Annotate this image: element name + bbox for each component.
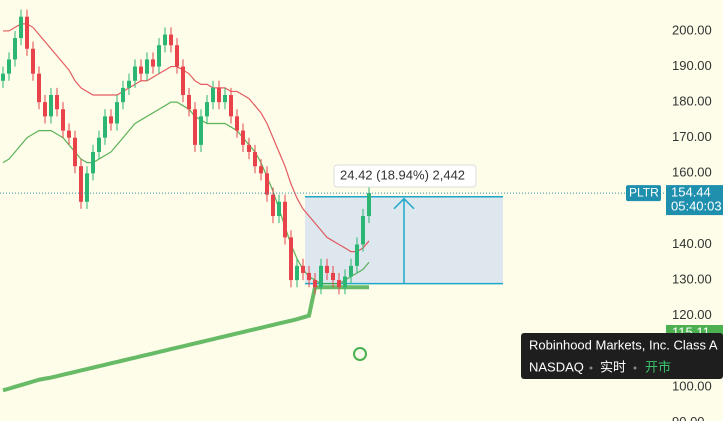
candle-body	[181, 66, 185, 96]
candle-body	[307, 272, 311, 281]
candle-body	[73, 137, 77, 167]
candle-body	[133, 66, 137, 81]
candle-body	[187, 95, 191, 110]
candle-body	[277, 201, 281, 217]
y-tick-label: 190.00	[672, 58, 712, 73]
candle-body	[337, 280, 341, 288]
tooltip-status: 开市	[645, 359, 671, 374]
candle-body	[7, 59, 11, 74]
candle-body	[91, 151, 95, 174]
y-tick-label: 140.00	[672, 236, 712, 251]
candle-body	[241, 130, 245, 145]
countdown: 05:40:03	[671, 199, 722, 214]
candle-body	[343, 276, 347, 288]
candle-body	[235, 116, 239, 131]
candle-body	[229, 95, 233, 117]
candle-body	[217, 87, 221, 103]
candle-body	[85, 173, 89, 202]
y-tick-label: 90.00	[672, 414, 705, 421]
candle-body	[151, 59, 155, 67]
candle-body	[289, 237, 293, 281]
indicator-line	[2, 285, 369, 393]
candle-body	[301, 265, 305, 273]
candle-body	[283, 201, 287, 238]
candle-body	[163, 34, 167, 46]
tooltip-exchange: NASDAQ	[529, 359, 584, 374]
candle-body	[157, 45, 161, 67]
y-tick-label: 130.00	[672, 272, 712, 287]
y-tick-label: 120.00	[672, 307, 712, 322]
candle-body	[313, 280, 317, 288]
candle-body	[265, 173, 269, 195]
candle-body	[295, 265, 299, 281]
candle-body	[199, 116, 203, 145]
candle-body	[31, 48, 35, 74]
candle-body	[259, 166, 263, 174]
candle-body	[127, 80, 131, 88]
candle-body	[37, 73, 41, 103]
candle-body	[271, 194, 275, 217]
y-tick-label: 180.00	[672, 94, 712, 109]
measure-label-box	[333, 164, 477, 188]
candle-body	[43, 102, 47, 117]
price-label: 154.44	[671, 185, 711, 200]
dot	[633, 366, 637, 370]
symbol-label: PLTR	[629, 185, 659, 199]
candle-body	[319, 265, 323, 288]
y-tick-label: 160.00	[672, 165, 712, 180]
candle-body	[325, 265, 329, 273]
candle-body	[361, 216, 365, 245]
alert-icon	[353, 347, 367, 361]
candle-body	[97, 137, 101, 152]
candle-body	[49, 95, 53, 117]
candle-body	[1, 73, 5, 81]
candle-body	[175, 45, 179, 67]
y-tick-label: 200.00	[672, 22, 712, 37]
candle-body	[115, 102, 119, 124]
indicator-line	[3, 23, 370, 253]
candle-body	[121, 87, 125, 103]
tooltip-box	[521, 333, 723, 379]
candle-body	[247, 144, 251, 152]
candle-body	[349, 265, 353, 277]
candle-body	[79, 166, 83, 202]
candle-body	[19, 16, 23, 39]
measure-arrowhead	[393, 197, 415, 210]
candle-body	[355, 244, 359, 266]
candle-body	[103, 116, 107, 138]
candle-body	[67, 130, 71, 138]
candle-body	[139, 66, 143, 74]
tooltip-mode: 实时	[600, 359, 626, 374]
candle-body	[331, 272, 335, 281]
symbol-tag	[626, 185, 661, 202]
candle-body	[109, 116, 113, 124]
candle-body	[205, 102, 209, 117]
y-tick-label: 100.00	[672, 378, 712, 393]
candle-body	[367, 193, 371, 217]
candle-body	[169, 34, 173, 46]
candle-body	[193, 109, 197, 145]
candle-body	[55, 95, 59, 110]
candle-body	[223, 95, 227, 103]
candle-body	[211, 87, 215, 103]
candle-body	[13, 38, 17, 60]
candle-body	[145, 59, 149, 74]
tooltip-name: Robinhood Markets, Inc. Class A	[529, 337, 718, 352]
measure-label: 24.42 (18.94%) 2,442	[340, 167, 465, 182]
tooltip: Robinhood Markets, Inc. Class A NASDAQ 实时 开…	[521, 333, 723, 379]
candle-body	[25, 16, 29, 49]
candle-body	[61, 109, 65, 131]
price-tag	[666, 185, 723, 216]
candle-body	[253, 151, 257, 167]
dot	[589, 366, 593, 370]
y-tick-label: 170.00	[672, 129, 712, 144]
y-tick-label: 210.00	[672, 0, 712, 2]
